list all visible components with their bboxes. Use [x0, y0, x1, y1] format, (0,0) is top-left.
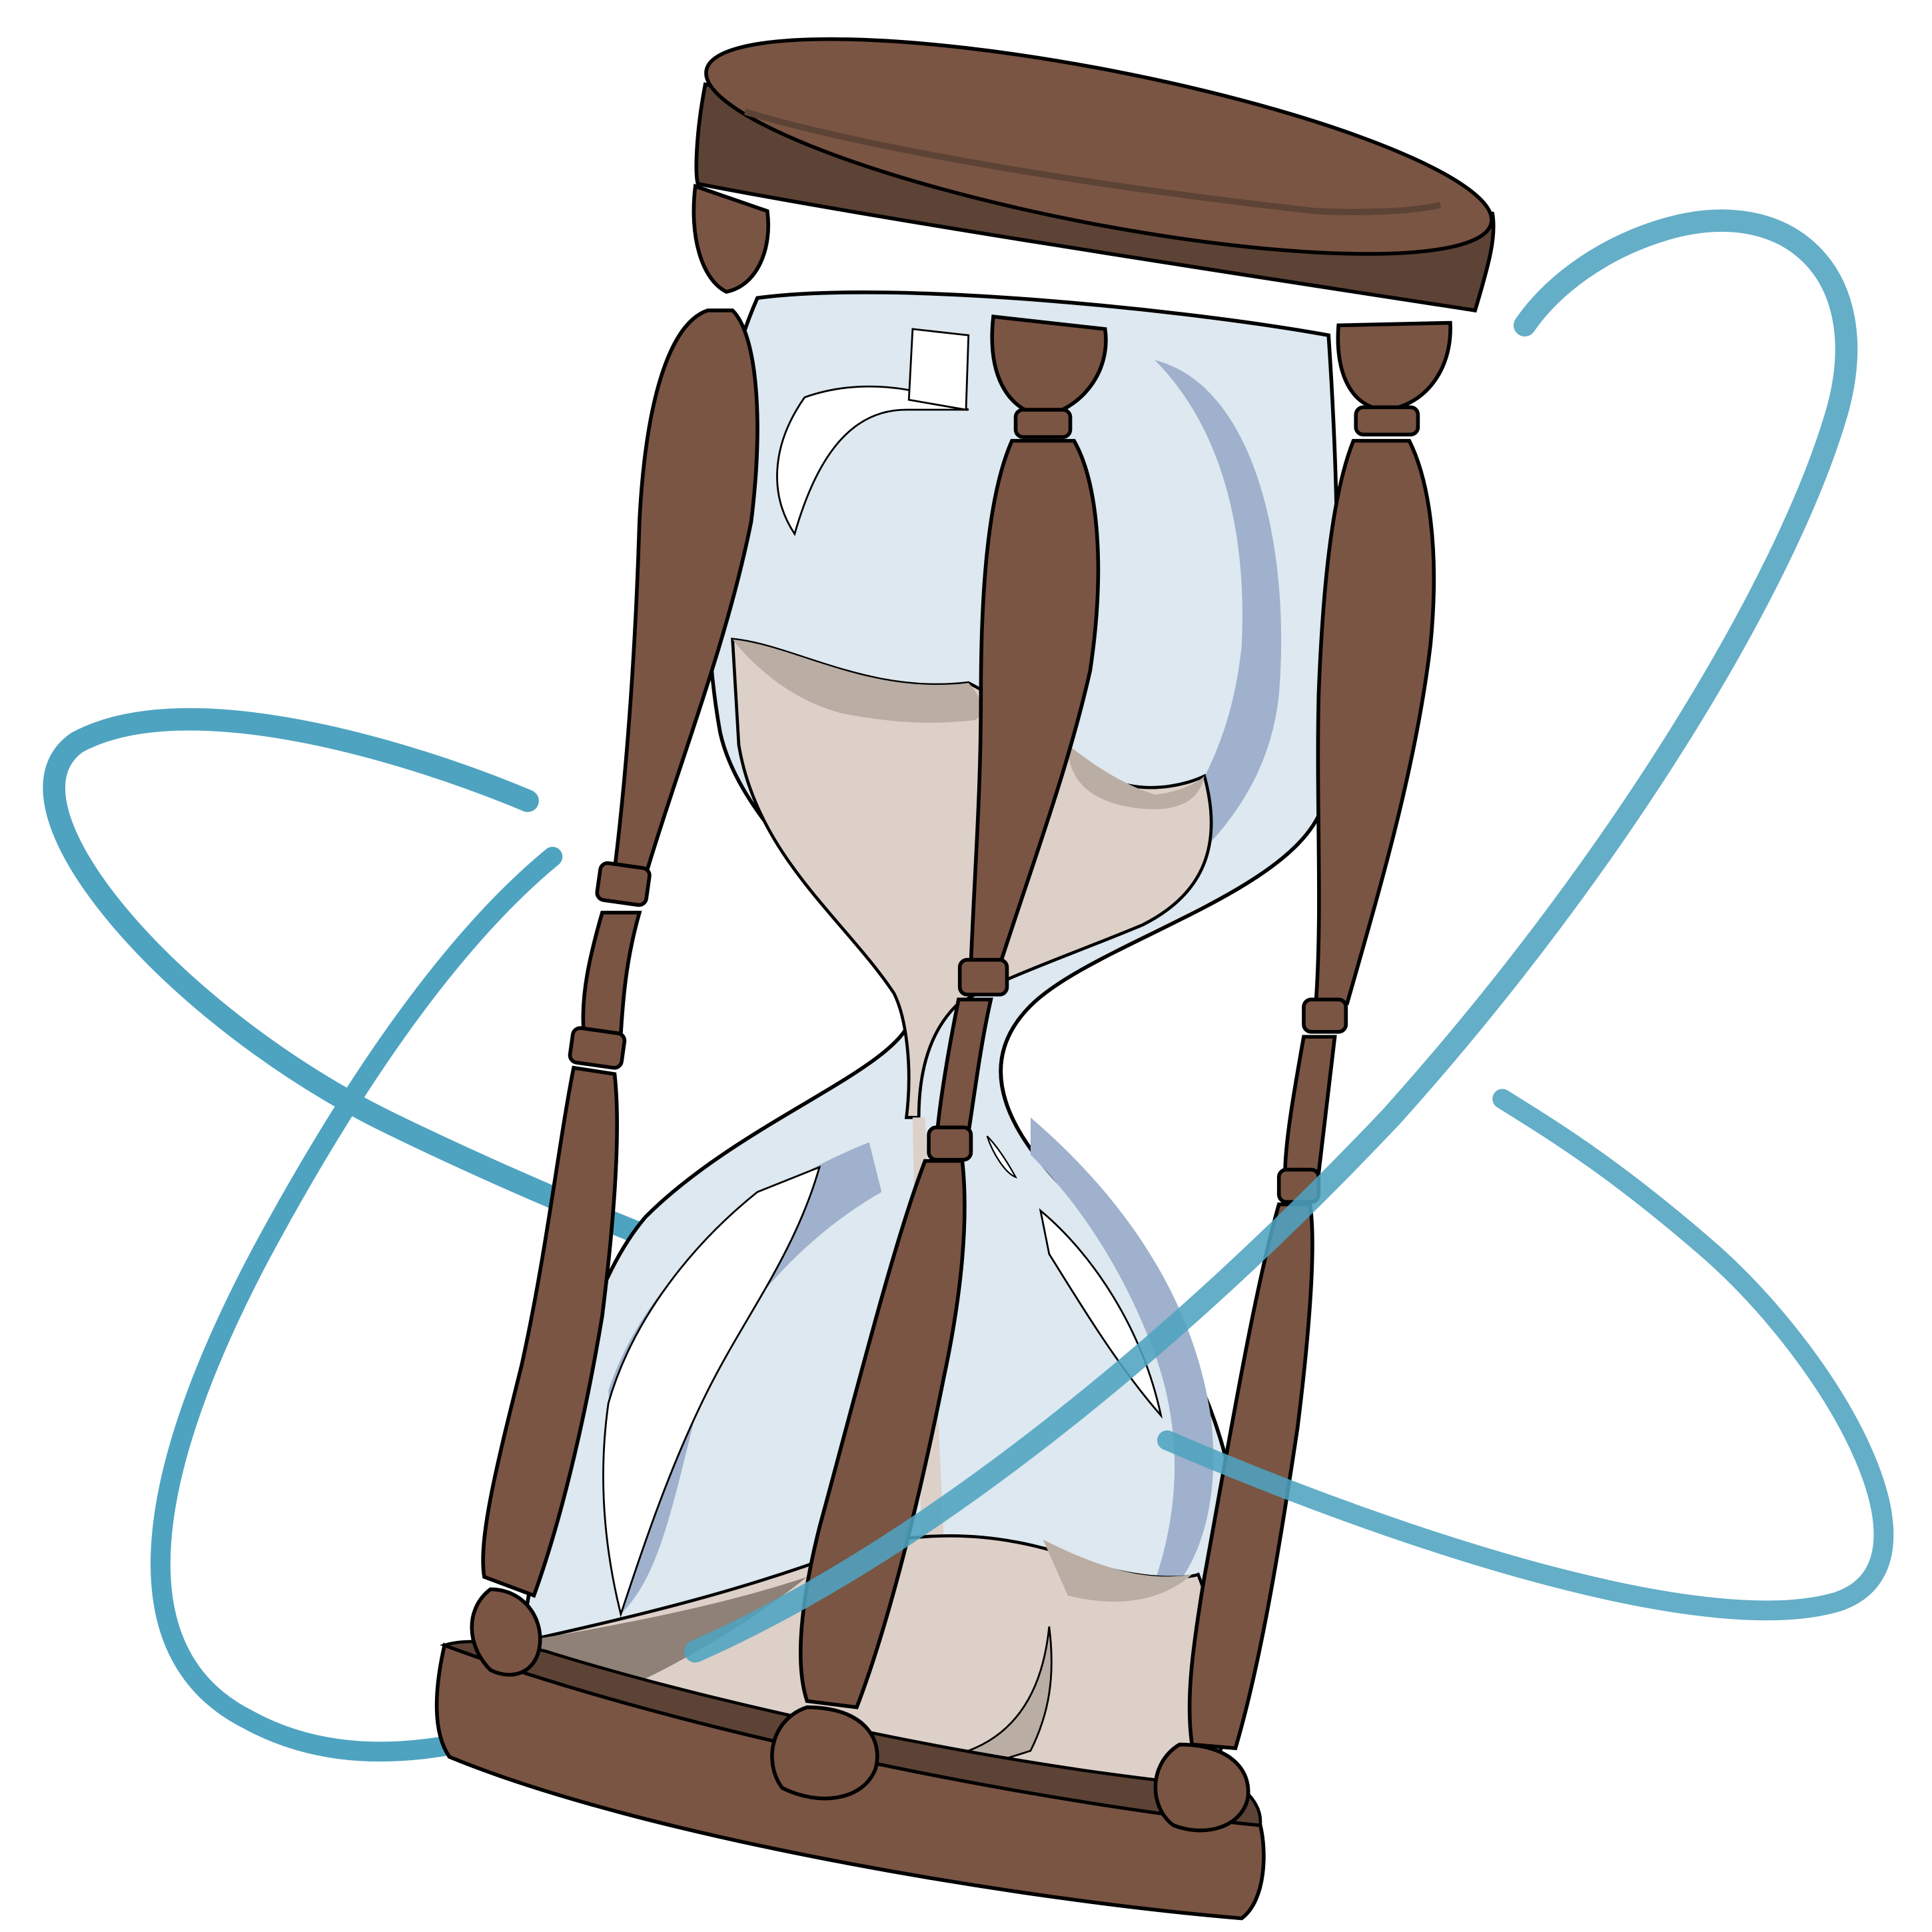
glass-shadow-upper [1080, 360, 1282, 944]
orbit-ring-b-front [684, 209, 1858, 1663]
center-pillar-ring-2 [927, 1125, 973, 1162]
glass-bulbs [519, 290, 1339, 1790]
orbit-ring-a-front [1157, 1089, 1894, 1621]
left-pillar-ring-1 [595, 861, 652, 907]
glass-highlight-neck [986, 1135, 1018, 1179]
right-pillar-bottom-knob [1153, 1742, 1250, 1833]
top-cap-highlight [743, 109, 1442, 215]
glass-highlight-upper [776, 385, 969, 536]
upper-sand-top-shadow [732, 639, 982, 723]
wooden-frame [434, 37, 1496, 1921]
left-pillar-top-knob [692, 183, 770, 294]
center-pillar-ring-top [1013, 408, 1073, 439]
glass-shadow-lower-right [1030, 1117, 1214, 1614]
glass-highlight-top-window [907, 328, 970, 411]
left-pillar-lower-shaft [481, 1065, 619, 1598]
left-pillar [470, 183, 770, 1677]
top-cap [704, 37, 1494, 256]
right-pillar-ring-1 [1302, 997, 1348, 1034]
center-pillar-bottom-knob [770, 1705, 879, 1801]
right-pillar-upper-shaft [1314, 438, 1436, 1005]
glass-highlight-lower-left [602, 1165, 821, 1618]
lower-sand-shadow [1043, 1540, 1193, 1602]
orbit-rings-front [684, 209, 1894, 1663]
left-pillar-bottom-knob [470, 1587, 542, 1677]
center-pillar-ring-1 [957, 957, 1009, 997]
right-pillar-ring-top [1354, 405, 1420, 437]
upper-sand-right-shadow [1067, 745, 1205, 809]
left-pillar-ring-2 [568, 1026, 627, 1070]
